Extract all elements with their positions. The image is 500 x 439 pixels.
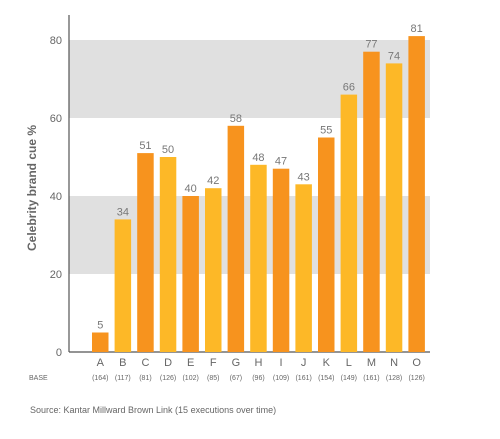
value-label: 55	[320, 125, 332, 137]
y-tick-labels: 0 20 40 60 80	[50, 35, 62, 359]
base-value: (109)	[273, 375, 289, 382]
value-label: 66	[343, 82, 355, 94]
bar-L	[340, 94, 358, 352]
bar-F	[205, 188, 222, 352]
y-tick-label: 80	[50, 35, 62, 47]
category-labels: A B C D E F G H I J K L M N O	[97, 357, 422, 369]
value-label: 50	[162, 144, 174, 156]
value-label: 51	[139, 140, 151, 152]
value-labels: 5 34 51 50 40 42 58 48 47 43 55 66 77 74 81	[97, 23, 423, 331]
category-label: H	[254, 357, 262, 369]
bar-K	[318, 137, 335, 352]
y-tick-label: 20	[50, 269, 62, 281]
category-label: C	[141, 357, 149, 369]
category-label: N	[390, 357, 398, 369]
category-label: B	[119, 357, 126, 369]
value-label: 74	[388, 50, 400, 62]
base-value: (126)	[408, 375, 424, 382]
category-label: J	[301, 357, 307, 369]
bar-N	[385, 63, 403, 353]
bar-O	[408, 36, 425, 352]
value-label: 34	[117, 206, 129, 218]
y-tick-label: 40	[50, 191, 62, 203]
bar-E	[182, 196, 199, 352]
value-label: 47	[275, 156, 287, 168]
category-label: O	[412, 357, 421, 369]
category-label: E	[187, 357, 194, 369]
category-label: F	[210, 357, 217, 369]
base-value: (126)	[160, 375, 176, 382]
bar-H	[250, 164, 267, 352]
category-label: G	[232, 357, 241, 369]
base-value: (149)	[341, 375, 357, 382]
value-label: 42	[207, 175, 219, 187]
base-value: (67)	[230, 375, 242, 382]
base-value: (161)	[363, 375, 379, 382]
bar-C	[137, 153, 154, 352]
value-label: 81	[411, 23, 423, 35]
value-label: 48	[252, 152, 264, 164]
base-value: (154)	[318, 375, 334, 382]
category-label: D	[164, 357, 172, 369]
base-value: (117)	[115, 375, 131, 382]
category-label: M	[367, 357, 376, 369]
base-value: (81)	[139, 375, 151, 382]
bar-A	[92, 332, 109, 352]
base-label: BASE	[29, 375, 48, 382]
y-axis-label: Celebrity brand cue %	[25, 125, 39, 251]
base-value: (128)	[386, 375, 402, 382]
base-value: (102)	[182, 375, 198, 382]
bar-D	[159, 157, 177, 352]
bar-I	[272, 168, 290, 352]
source-note: Source: Kantar Millward Brown Link (15 e…	[30, 405, 277, 415]
base-value: (161)	[295, 375, 311, 382]
category-label: I	[280, 357, 283, 369]
value-label: 43	[298, 171, 310, 183]
bar-G	[227, 125, 245, 352]
value-label: 58	[230, 113, 242, 125]
bar-M	[363, 51, 380, 352]
bars	[92, 36, 425, 353]
base-values: (164) (117) (81) (126) (102) (85) (67) (96) (109…	[92, 375, 425, 382]
y-tick-label: 60	[50, 113, 62, 125]
category-label: L	[346, 357, 352, 369]
category-label: K	[323, 357, 331, 369]
value-label: 77	[365, 39, 377, 51]
y-tick-label: 0	[56, 347, 62, 359]
base-value: (96)	[252, 375, 264, 382]
bar-J	[295, 184, 312, 352]
value-label: 5	[97, 320, 103, 332]
bar-B	[114, 219, 132, 352]
base-value: (85)	[207, 375, 219, 382]
base-value: (164)	[92, 375, 108, 382]
value-label: 40	[185, 183, 197, 195]
category-label: A	[97, 357, 105, 369]
